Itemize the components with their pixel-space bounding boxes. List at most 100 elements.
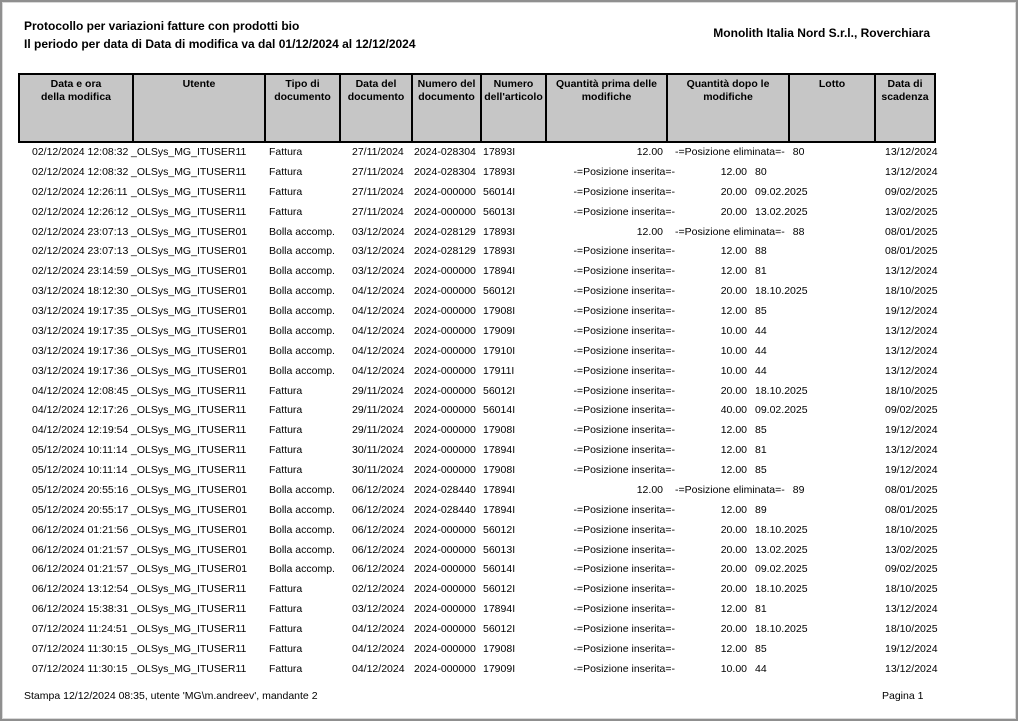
cell-user: _OLSys_MG_ITUSER11: [131, 185, 247, 198]
cell-modified-datetime: 02/12/2024 12:08:32: [32, 165, 129, 178]
cell-user: _OLSys_MG_ITUSER11: [131, 424, 247, 437]
cell-qty-before: -=Posizione inserita=-: [573, 245, 675, 258]
print-info: Stampa 12/12/2024 08:35, utente 'MG\m.an…: [24, 690, 318, 702]
cell-qty-before: -=Posizione inserita=-: [573, 285, 675, 298]
cell-doc-number: 2024-000000: [414, 464, 476, 476]
cell-user: _OLSys_MG_ITUSER01: [131, 265, 248, 278]
cell-article-number: 17908I: [483, 424, 516, 437]
cell-qty-after: 20.00: [720, 583, 747, 596]
cell-user: _OLSys_MG_ITUSER11: [131, 662, 247, 675]
cell-group-after: 20.00 18.10.2025: [675, 620, 808, 640]
cell-doc-date: 27/11/2024: [352, 185, 404, 198]
cell-modified-datetime: 05/12/2024 10:11:14: [32, 464, 128, 476]
cell-qty-after: 20.00: [720, 285, 747, 298]
cell-doc-type: Bolla accomp.: [269, 563, 335, 576]
cell-user: _OLSys_MG_ITUSER11: [131, 623, 247, 635]
cell-qty-after: 20.00: [720, 384, 747, 397]
cell-lot: 85: [755, 642, 767, 655]
cell-doc-type: Bolla accomp.: [269, 225, 335, 238]
cell-modified-datetime: 02/12/2024 23:07:13: [32, 245, 129, 258]
cell-article-number: 17893I: [483, 146, 516, 158]
cell-lot: 81: [755, 603, 767, 616]
cell-doc-number: 2024-028440: [414, 483, 476, 496]
column-header-user: Utente: [134, 75, 266, 141]
cell-group-after: 12.00 80: [675, 163, 767, 183]
table-row: 05/12/2024 20:55:17 _OLSys_MG_ITUSER01 Bol…: [18, 501, 938, 521]
cell-expiry-date: 19/12/2024: [885, 464, 938, 476]
cell-doc-date: 04/12/2024: [352, 344, 405, 357]
cell-qty-after: 12.00: [720, 245, 747, 258]
cell-group-after: 10.00 44: [675, 342, 767, 362]
cell-qty-before: 12.00: [636, 146, 663, 158]
cell-user: _OLSys_MG_ITUSER01: [131, 285, 248, 298]
table-row: 07/12/2024 11:24:51 _OLSys_MG_ITUSER11 Fat…: [18, 620, 938, 640]
cell-qty-before: -=Posizione inserita=-: [573, 523, 675, 536]
cell-expiry-date: 13/12/2024: [885, 344, 938, 357]
cell-modified-datetime: 02/12/2024 12:26:12: [32, 205, 129, 218]
cell-modified-datetime: 04/12/2024 12:19:54: [32, 424, 129, 437]
table-row: 03/12/2024 19:17:35 _OLSys_MG_ITUSER01 Bol…: [18, 302, 938, 322]
cell-qty-before: -=Posizione inserita=-: [573, 185, 675, 198]
cell-doc-type: Bolla accomp.: [269, 364, 335, 377]
cell-user: _OLSys_MG_ITUSER01: [131, 543, 248, 556]
column-header-expiry-date: Data di scadenza: [881, 78, 929, 103]
cell-doc-type: Bolla accomp.: [269, 265, 335, 278]
cell-doc-number: 2024-028129: [414, 225, 476, 238]
cell-doc-number: 2024-000000: [414, 205, 476, 218]
cell-doc-type: Bolla accomp.: [269, 503, 335, 516]
cell-qty-after: 10.00: [720, 344, 747, 357]
cell-lot: 44: [755, 324, 767, 337]
table-row: 04/12/2024 12:17:26 _OLSys_MG_ITUSER11 Fat…: [18, 401, 938, 421]
cell-user: _OLSys_MG_ITUSER01: [131, 344, 248, 357]
cell-article-number: 56012I: [483, 285, 516, 298]
cell-group-after: 10.00 44: [675, 322, 767, 342]
cell-expiry-date: 13/12/2024: [885, 165, 938, 178]
cell-modified-datetime: 06/12/2024 15:38:31: [32, 603, 129, 616]
cell-user: _OLSys_MG_ITUSER01: [131, 305, 248, 317]
cell-user: _OLSys_MG_ITUSER11: [131, 603, 247, 616]
cell-qty-after: 12.00: [720, 444, 747, 457]
table-row: 06/12/2024 13:12:54 _OLSys_MG_ITUSER11 Fat…: [18, 580, 938, 600]
cell-lot: 18.10.2025: [755, 623, 808, 635]
cell-expiry-date: 13/12/2024: [885, 603, 938, 616]
cell-doc-date: 03/12/2024: [352, 245, 405, 258]
cell-expiry-date: 19/12/2024: [885, 424, 938, 437]
cell-expiry-date: 19/12/2024: [885, 642, 938, 655]
cell-doc-type: Fattura: [269, 146, 303, 158]
cell-qty-before: -=Posizione inserita=-: [573, 404, 675, 417]
cell-user: _OLSys_MG_ITUSER01: [131, 523, 248, 536]
cell-qty-before: -=Posizione inserita=-: [573, 464, 675, 476]
cell-doc-date: 30/11/2024: [352, 444, 404, 457]
cell-doc-date: 29/11/2024: [352, 424, 404, 437]
cell-modified-datetime: 05/12/2024 20:55:16: [32, 483, 129, 496]
cell-doc-type: Fattura: [269, 444, 303, 457]
cell-article-number: 17910I: [483, 344, 516, 357]
cell-group-after: 20.00 13.02.2025: [675, 203, 808, 223]
cell-group-after: 12.00 88: [675, 242, 767, 262]
cell-doc-type: Fattura: [269, 623, 303, 635]
table-row: 02/12/2024 23:07:13 _OLSys_MG_ITUSER01 Bol…: [18, 223, 938, 243]
table-row: 07/12/2024 11:30:15 _OLSys_MG_ITUSER11 Fat…: [18, 640, 938, 660]
cell-user: _OLSys_MG_ITUSER11: [131, 205, 247, 218]
column-header-qty-before: Quantità prima delle modifiche: [547, 75, 668, 141]
cell-article-number: 17908I: [483, 464, 516, 476]
table-row: 02/12/2024 23:14:59 _OLSys_MG_ITUSER01 Bol…: [18, 262, 938, 282]
cell-qty-after: 20.00: [720, 563, 747, 576]
column-header-modified-datetime: Data e ora della modifica: [20, 75, 134, 141]
cell-lot: 44: [755, 344, 767, 357]
cell-expiry-date: 18/10/2025: [885, 285, 938, 298]
table-row: 06/12/2024 01:21:56 _OLSys_MG_ITUSER01 Bol…: [18, 521, 938, 541]
cell-expiry-date: 13/12/2024: [885, 146, 938, 158]
cell-article-number: 17894I: [483, 603, 516, 616]
table-row: 06/12/2024 01:21:57 _OLSys_MG_ITUSER01 Bol…: [18, 560, 938, 580]
table-body: 02/12/2024 12:08:32 _OLSys_MG_ITUSER11 Fat…: [18, 143, 938, 680]
cell-article-number: 17894I: [483, 444, 516, 457]
cell-modified-datetime: 03/12/2024 19:17:35: [32, 324, 129, 337]
cell-doc-number: 2024-000000: [414, 364, 476, 377]
cell-expiry-date: 09/02/2025: [885, 563, 938, 576]
cell-user: _OLSys_MG_ITUSER01: [131, 225, 248, 238]
cell-lot: 85: [755, 305, 767, 317]
cell-modified-datetime: 02/12/2024 23:14:59: [32, 265, 129, 278]
cell-doc-type: Fattura: [269, 384, 303, 397]
cell-qty-after: 12.00: [720, 603, 747, 616]
